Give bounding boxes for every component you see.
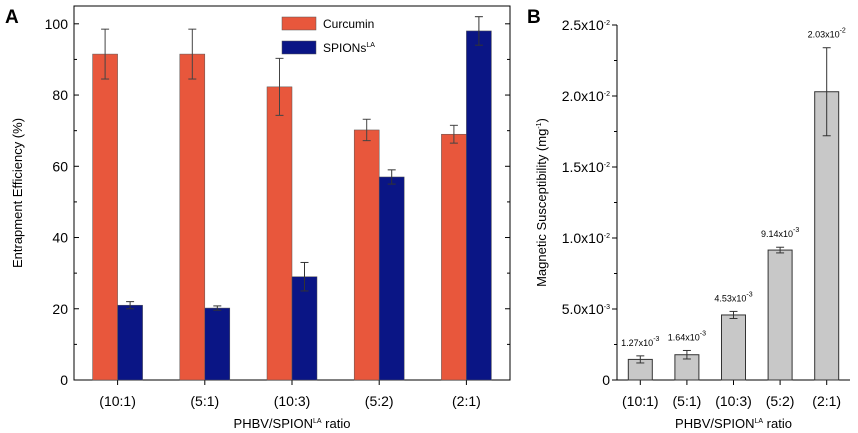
bar-curcumin xyxy=(92,53,118,381)
y-tick-label: 100 xyxy=(45,16,69,32)
y-tick-label: 0 xyxy=(60,372,68,388)
y-tick-label: 60 xyxy=(52,158,68,174)
bar-spions xyxy=(466,30,492,381)
x-tick-label: (10:1) xyxy=(99,393,136,409)
x-tick-label: (5:1) xyxy=(673,393,702,409)
y-tick-label: 1.5x10-2 xyxy=(562,159,610,175)
x-tick-label: (5:2) xyxy=(365,393,394,409)
bar-curcumin xyxy=(353,129,380,381)
error-bar xyxy=(682,349,691,360)
legend-swatch-spions xyxy=(281,40,317,55)
y-tick-label: 20 xyxy=(52,301,68,317)
bar-susceptibility xyxy=(814,91,840,381)
data-label: 2.03x10-2 xyxy=(808,28,846,40)
error-bar xyxy=(729,310,738,320)
bar-curcumin xyxy=(441,133,467,381)
x-tick-label: (10:3) xyxy=(274,393,311,409)
error-bar xyxy=(776,246,785,254)
data-label: 1.64x10-3 xyxy=(668,330,706,342)
y-tick-label: 5.0x10-3 xyxy=(562,301,610,317)
bar-curcumin xyxy=(179,53,206,381)
error-bar xyxy=(387,169,396,185)
error-bar xyxy=(213,305,222,311)
bar-spions xyxy=(291,276,318,381)
bar-susceptibility xyxy=(767,249,793,381)
x-tick-label: (10:3) xyxy=(715,393,752,409)
y-tick-label: 0 xyxy=(602,372,610,388)
panel-b-chart: B 0 5.0x10-3 1.0x10-2 1.5x10-2 2.0x10-2 2.5x10… xyxy=(527,7,850,431)
bar-spions xyxy=(204,307,231,381)
legend-swatch-curcumin xyxy=(281,16,317,31)
data-label: 9.14x10-3 xyxy=(761,227,799,239)
bar-susceptibility xyxy=(721,314,746,381)
bar-spions xyxy=(117,304,143,381)
y-tick-label: 1.0x10-2 xyxy=(562,230,610,246)
error-bar xyxy=(822,47,831,137)
data-label: 4.53x10-3 xyxy=(714,291,752,303)
x-tick-label: (2:1) xyxy=(452,393,481,409)
y-tick-label: 40 xyxy=(52,230,68,246)
error-bar xyxy=(474,16,483,46)
x-axis-label: PHBV/SPIONLA ratio xyxy=(675,416,792,431)
error-bar xyxy=(101,28,110,80)
bar-spions xyxy=(378,176,405,381)
x-tick-label: (10:1) xyxy=(622,393,659,409)
error-bar xyxy=(449,124,458,144)
y-axis-label: Entrapment Efficiency (%) xyxy=(10,118,25,268)
x-tick-label: (5:2) xyxy=(766,393,795,409)
error-bar xyxy=(126,301,135,310)
y-tick-label: 2.0x10-2 xyxy=(562,88,610,104)
data-label: 1.27x10-3 xyxy=(621,336,659,348)
y-tick-label: 80 xyxy=(52,87,68,103)
x-tick-label: (2:1) xyxy=(812,393,841,409)
legend-label-spions: SPIONsLA xyxy=(323,41,375,55)
x-tick-label: (5:1) xyxy=(190,393,219,409)
error-bar xyxy=(188,28,197,80)
error-bar xyxy=(275,57,284,116)
panel-letter-a: A xyxy=(5,7,19,28)
legend: Curcumin SPIONsLA xyxy=(281,16,375,55)
panel-a-chart: A 0 20 40 60 80 100 (10:1) (5:1) (10:3) (5:2) (2:1)… xyxy=(5,5,511,431)
error-bar xyxy=(362,118,371,142)
y-axis-label: Magnetic Susceptibility (mg-1) xyxy=(534,118,549,287)
bar-curcumin xyxy=(266,86,293,381)
error-bar xyxy=(300,261,309,292)
x-axis-label: PHBV/SPIONLA ratio xyxy=(234,416,351,431)
panel-letter-b: B xyxy=(527,7,541,28)
y-tick-label: 2.5x10-2 xyxy=(562,17,610,33)
error-bar xyxy=(636,355,645,364)
legend-label-curcumin: Curcumin xyxy=(323,17,374,31)
